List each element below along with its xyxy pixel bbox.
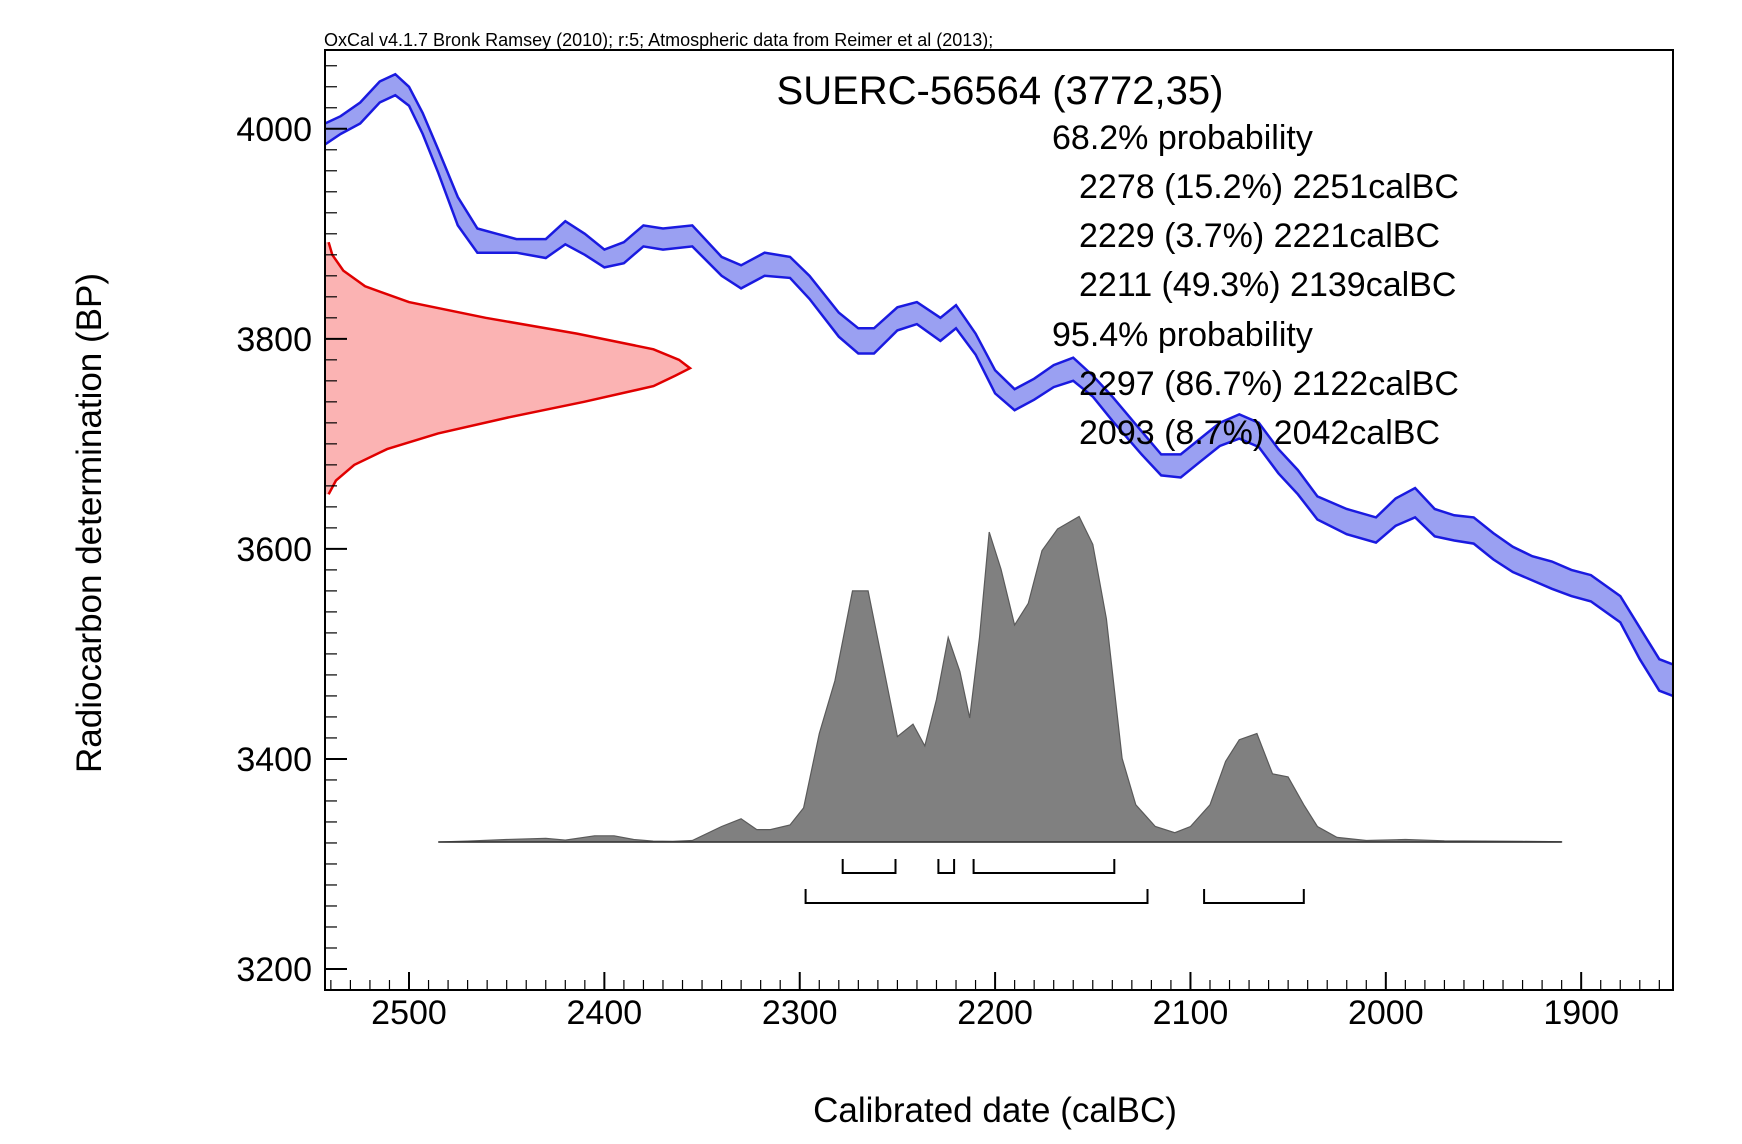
y-axis-label: Radiocarbon determination (BP) [70, 273, 109, 773]
y-tick-label: 3200 [236, 951, 312, 989]
plot-content [325, 72, 1673, 904]
x-tick-label: 2000 [1348, 994, 1424, 1032]
probability-annotation-line: 2278 (15.2%) 2251calBC [1079, 168, 1459, 206]
probability-annotation-line: 68.2% probability [1052, 119, 1313, 157]
x-axis-label: Calibrated date (calBC) [813, 1091, 1177, 1130]
posterior-density-area [438, 515, 1563, 843]
plot-frame [324, 49, 1674, 991]
probability-annotation-line: 2229 (3.7%) 2221calBC [1079, 217, 1440, 255]
probability-annotation-line: 2211 (49.3%) 2139calBC [1079, 266, 1456, 304]
radiocarbon-density-line [327, 241, 693, 495]
x-tick-label: 2400 [567, 994, 643, 1032]
x-tick-label: 2200 [957, 994, 1033, 1032]
chart-title: SUERC-56564 (3772,35) [777, 69, 1224, 113]
y-tick-label: 3400 [236, 741, 312, 779]
calibration-lower-line [325, 93, 1673, 698]
range-68-bracket [972, 859, 1116, 874]
range-95-bracket [1203, 889, 1305, 904]
x-tick-label: 2500 [371, 994, 447, 1032]
radiocarbon-density-area [325, 242, 690, 495]
calibration-upper-line [325, 72, 1673, 666]
header-text: OxCal v4.1.7 Bronk Ramsey (2010); r:5; A… [324, 30, 993, 50]
x-tick-label: 1900 [1543, 994, 1619, 1032]
y-tick-label: 3800 [236, 321, 312, 359]
plot-area: 2500 2400 2300 2200 2100 2000 1900 3200 3400 3600… [236, 49, 1674, 1032]
y-tick-label: 3600 [236, 531, 312, 569]
range-68-bracket [841, 859, 897, 874]
range-68-bracket [937, 859, 956, 874]
x-tick-label: 2100 [1153, 994, 1229, 1032]
calibration-band [325, 74, 1673, 696]
probability-annotation-line: 95.4% probability [1052, 316, 1313, 354]
range-95-bracket [804, 889, 1149, 904]
probability-annotations: 68.2% probability 2278 (15.2%) 2251calBC 2… [1052, 119, 1459, 452]
probability-annotation-line: 2093 (8.7%) 2042calBC [1079, 414, 1440, 452]
x-tick-label: 2300 [762, 994, 838, 1032]
y-tick-label: 4000 [236, 111, 312, 149]
probability-annotation-line: 2297 (86.7%) 2122calBC [1079, 365, 1459, 403]
